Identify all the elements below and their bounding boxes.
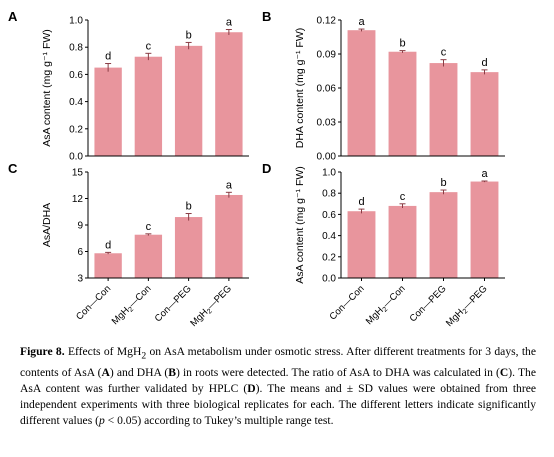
- bar: [94, 67, 122, 156]
- y-tick-label: 0.12: [317, 16, 337, 27]
- y-tick-label: 0.6: [69, 70, 83, 81]
- y-tick-label: 1.0: [69, 16, 83, 27]
- y-tick-label: 0.4: [69, 97, 83, 108]
- bar: [388, 205, 417, 278]
- bar: [215, 32, 243, 156]
- bar: [388, 51, 417, 156]
- caption-text-1: Effects of MgH: [64, 345, 142, 358]
- y-tick-label: 15: [72, 168, 84, 179]
- significance-letter: b: [440, 177, 446, 189]
- significance-letter: d: [105, 51, 111, 63]
- bar: [470, 181, 499, 278]
- x-tick-label: Con—Con: [74, 283, 113, 322]
- x-tick-label: Con—PEG: [153, 283, 194, 324]
- caption-text-4: ) in roots were detected. The ratio of A…: [175, 365, 500, 379]
- y-tick-label: 0.03: [317, 118, 337, 129]
- bar: [347, 30, 376, 157]
- y-axis-label: AsA content (mg g⁻¹ FW): [41, 29, 53, 147]
- caption-text-3: ) and DHA (: [109, 365, 169, 379]
- y-tick-label: 0.0: [69, 152, 83, 163]
- significance-letter: a: [481, 168, 488, 180]
- significance-letter: d: [358, 196, 364, 208]
- caption-subscript: 2: [141, 350, 147, 362]
- y-tick-label: 0.4: [322, 231, 336, 242]
- panel-letter: C: [8, 161, 18, 176]
- y-axis-label: AsA content (mg g⁻¹ FW): [294, 166, 306, 284]
- bar: [429, 192, 458, 278]
- chart-panel-a: Ad c b a 0.0 0.2 0.4 0.6 0.8 1.0 AsA content (mg g…: [8, 9, 249, 163]
- bar: [347, 211, 376, 278]
- significance-letter: a: [226, 17, 233, 29]
- x-tick-label: Con—Con: [327, 283, 366, 322]
- chart-panel-c: Cd Con—Con c MgH2—Con b Con—PEG a MgH2—PEG 3 6 9 12…: [8, 161, 249, 329]
- caption-ref-c: C: [499, 365, 509, 379]
- y-tick-label: 0.00: [317, 152, 337, 163]
- bar: [429, 63, 458, 156]
- y-tick-label: 12: [72, 194, 84, 205]
- bar: [134, 234, 163, 278]
- caption-text-5: ). The AsA content was further validated…: [20, 365, 536, 395]
- y-tick-label: 1.0: [322, 168, 336, 179]
- y-tick-label: 0.6: [322, 210, 336, 221]
- panel-letter: B: [262, 9, 271, 24]
- caption-p: p: [98, 414, 105, 428]
- y-axis-label: DHA content (mg g⁻¹ FW): [294, 28, 306, 148]
- caption-ref-d: D: [247, 381, 256, 395]
- y-tick-label: 9: [77, 221, 83, 232]
- y-tick-label: 0.2: [69, 124, 83, 135]
- caption-text-6: ). The means and ± SD values were obtain…: [20, 381, 537, 428]
- figure-panels: Ad c b a 0.0 0.2 0.4 0.6 0.8 1.0 AsA content (mg g…: [8, 9, 505, 329]
- significance-letter: b: [186, 29, 192, 41]
- y-tick-label: 0.0: [322, 274, 336, 285]
- caption-ref-b: B: [168, 365, 176, 379]
- bar: [174, 45, 203, 157]
- bar: [470, 72, 499, 156]
- significance-letter: c: [400, 191, 406, 203]
- y-tick-label: 3: [77, 274, 83, 285]
- significance-letter: c: [146, 221, 152, 233]
- significance-letter: c: [146, 40, 152, 52]
- y-tick-label: 0.09: [317, 50, 337, 61]
- x-tick-label: Con—PEG: [408, 283, 449, 324]
- x-tick-label: MgH2—PEG: [188, 283, 234, 329]
- caption-text-2: on AsA metabolism under osmotic stress. …: [20, 345, 536, 379]
- y-tick-label: 6: [77, 247, 83, 258]
- significance-letter: c: [441, 47, 447, 59]
- y-axis-label: AsA/DHA: [41, 203, 53, 247]
- significance-letter: d: [105, 239, 111, 251]
- caption-text-7: < 0.05) according to Tukey’s multiple ra…: [104, 414, 334, 428]
- significance-letter: b: [399, 38, 405, 50]
- figure-caption: Figure 8. Effects of MgH2 on AsA metabol…: [20, 344, 536, 429]
- caption-label: Figure 8.: [20, 345, 65, 358]
- bar: [94, 253, 122, 278]
- significance-letter: a: [358, 16, 365, 28]
- y-tick-label: 0.8: [69, 43, 83, 54]
- y-tick-label: 0.06: [317, 84, 337, 95]
- x-tick-label: MgH2—Con: [364, 283, 408, 327]
- caption-ref-a: A: [101, 365, 110, 379]
- significance-letter: a: [226, 179, 233, 191]
- chart-panel-d: Dd Con—Con c MgH2—Con b Con—PEG a MgH2—PEG 0.0 0.…: [262, 161, 505, 329]
- bar: [174, 217, 203, 278]
- y-tick-label: 0.2: [322, 252, 336, 263]
- significance-letter: b: [186, 201, 192, 213]
- significance-letter: d: [481, 57, 487, 69]
- x-tick-label: MgH2—PEG: [444, 283, 490, 329]
- y-tick-label: 0.8: [322, 189, 336, 200]
- x-tick-label: MgH2—Con: [110, 283, 154, 327]
- bar: [134, 56, 163, 156]
- bar: [215, 194, 243, 278]
- panel-letter: A: [8, 9, 18, 24]
- panel-letter: D: [262, 161, 271, 176]
